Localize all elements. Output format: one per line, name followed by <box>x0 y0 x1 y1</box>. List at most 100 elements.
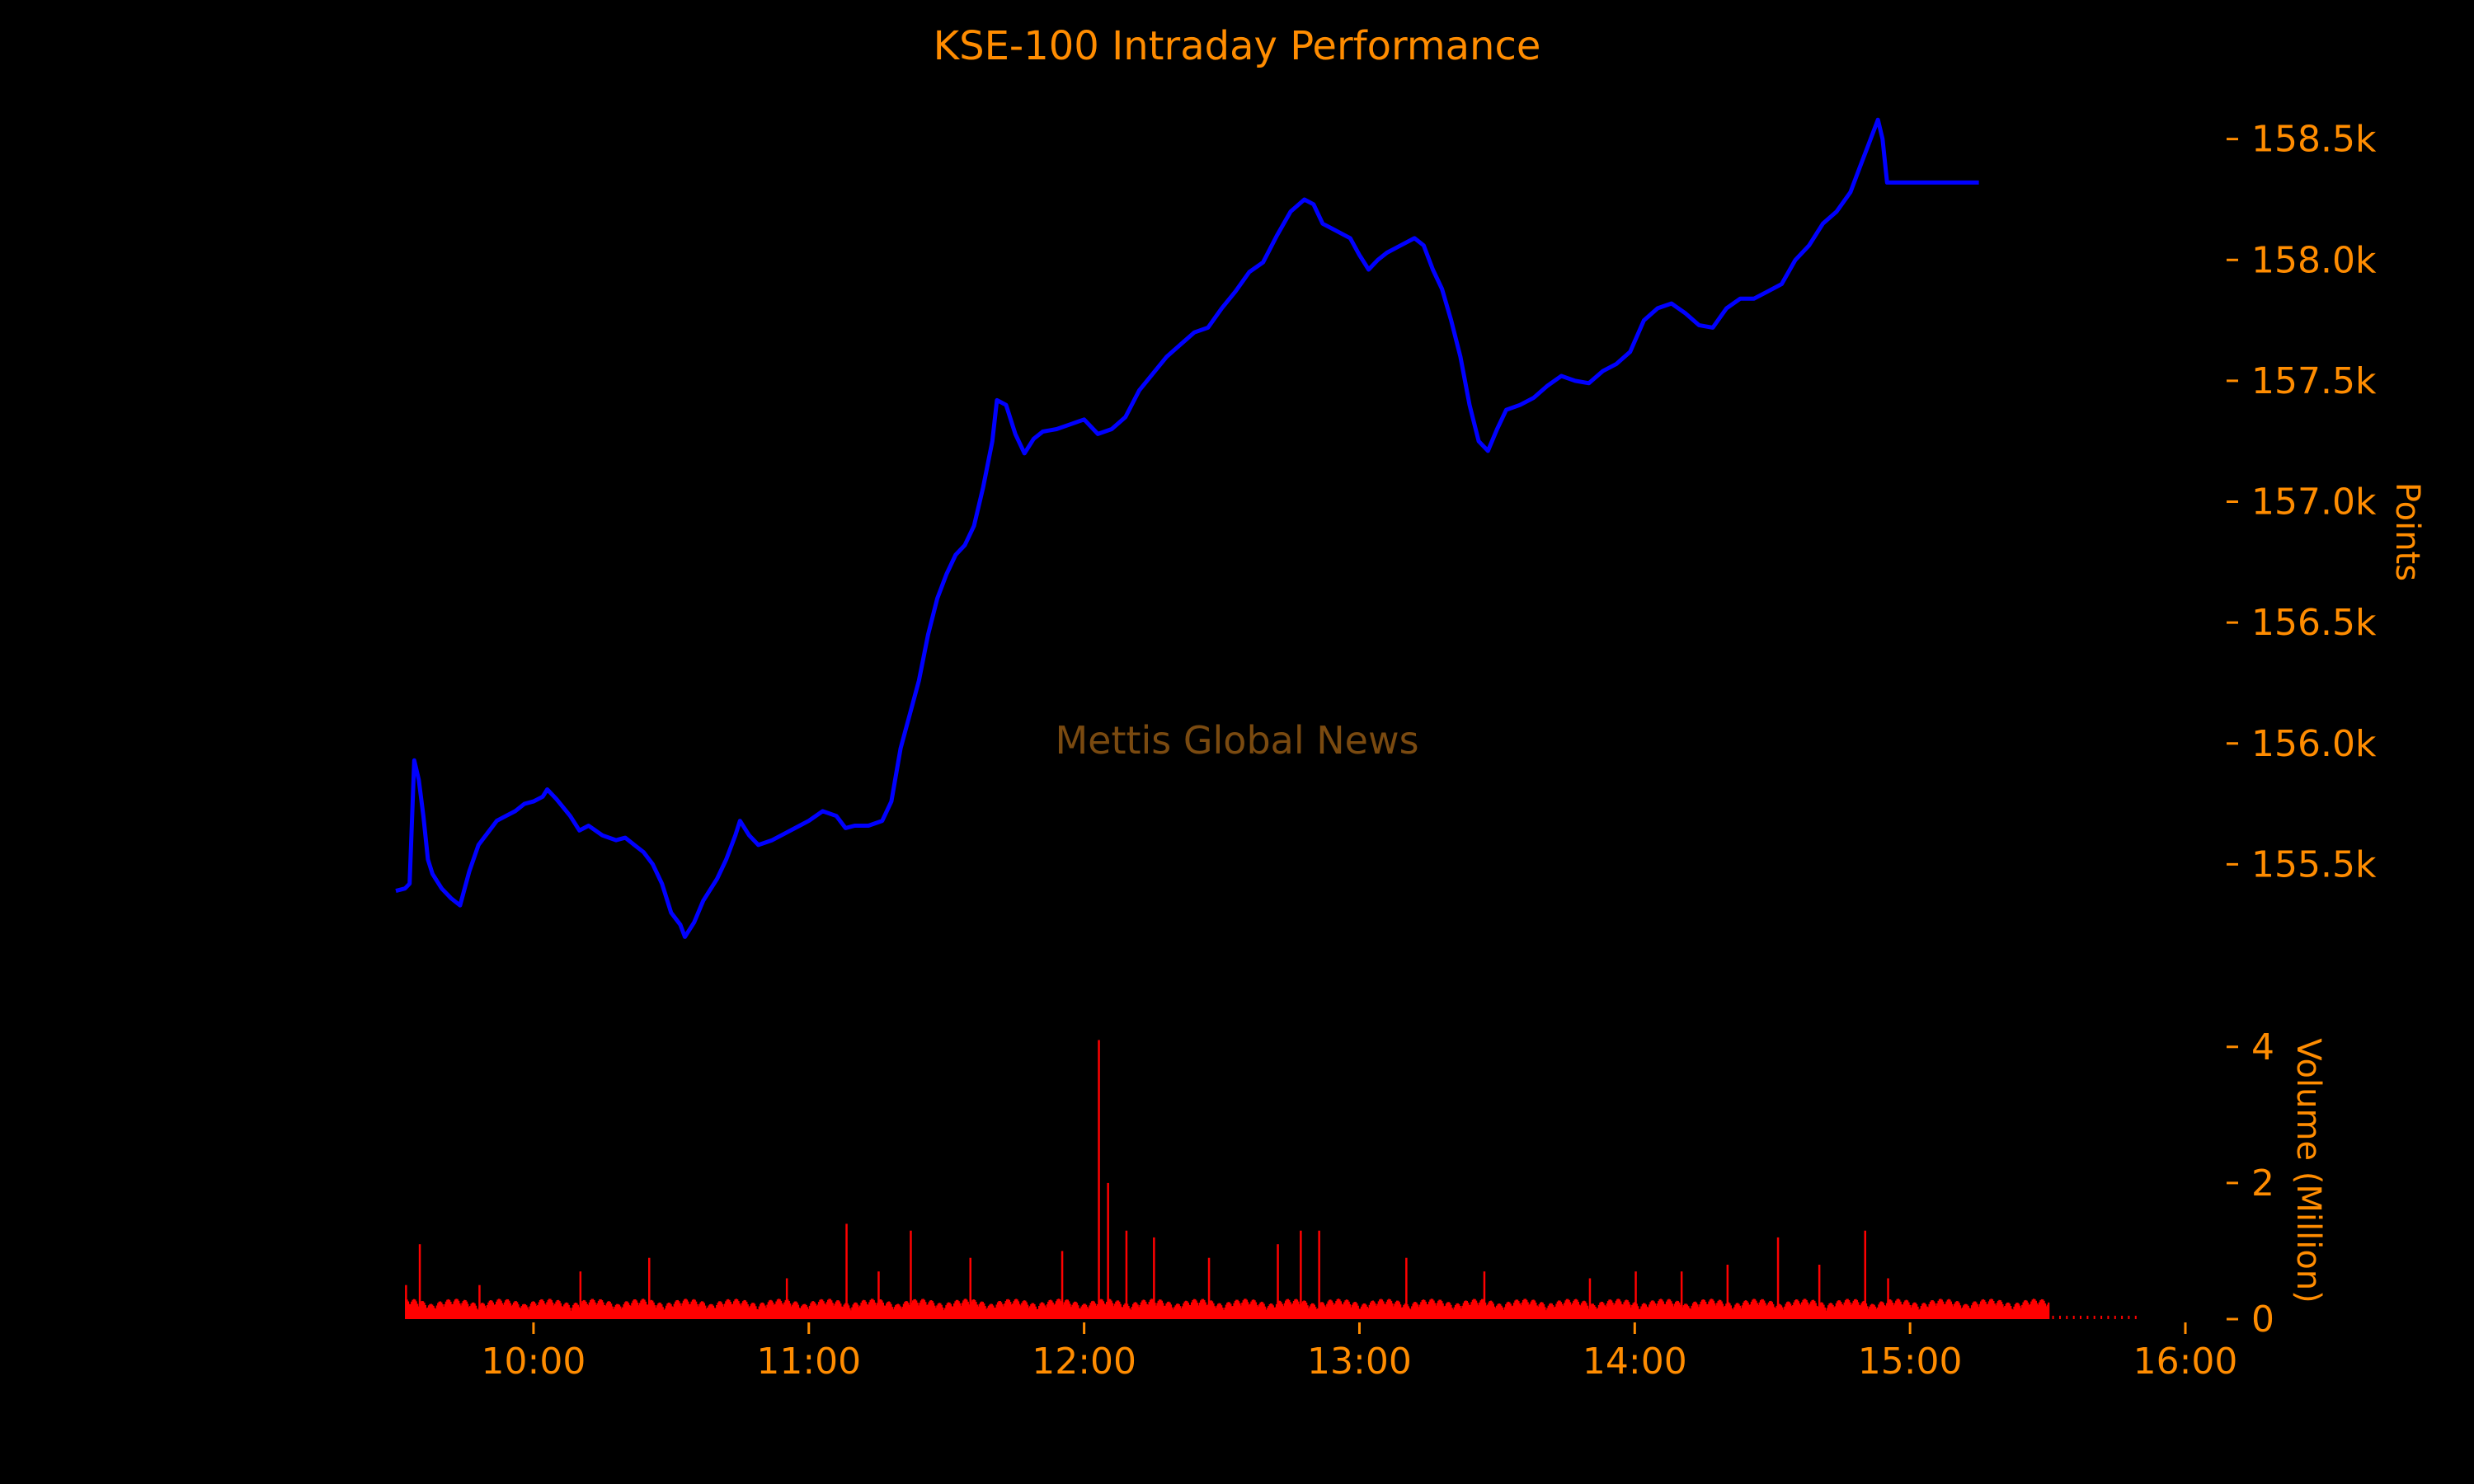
volume-bar <box>1931 1300 1934 1319</box>
volume-bar <box>1143 1300 1146 1319</box>
volume-bar <box>1555 1303 1558 1319</box>
volume-bar <box>1706 1303 1710 1319</box>
volume-bar <box>863 1300 866 1319</box>
volume-bar <box>590 1298 593 1319</box>
volume-bar <box>823 1303 826 1319</box>
volume-bar <box>1272 1305 1274 1319</box>
volume-bar <box>1234 1300 1236 1319</box>
volume-bar <box>1722 1303 1724 1319</box>
x-tick-label: 15:00 <box>1858 1341 1963 1383</box>
volume-bar <box>1655 1305 1658 1319</box>
volume-bar <box>2114 1315 2116 1319</box>
volume-bar <box>687 1301 689 1319</box>
volume-bar <box>1957 1301 1959 1319</box>
volume-bar <box>840 1303 842 1319</box>
volume-bar <box>1443 1306 1446 1319</box>
volume-bar <box>1109 1298 1112 1319</box>
volume-bar <box>1972 1303 1974 1319</box>
volume-bar <box>1460 1308 1463 1319</box>
volume-bar <box>976 1304 979 1319</box>
volume-bar <box>1814 1303 1817 1319</box>
volume-bar <box>491 1300 493 1319</box>
volume-bar <box>972 1299 975 1319</box>
volume-bar <box>1030 1303 1032 1319</box>
volume-bar <box>1054 1303 1056 1319</box>
volume-bar <box>1522 1300 1525 1319</box>
volume-bar <box>1585 1303 1587 1319</box>
volume-bar <box>1016 1299 1018 1319</box>
volume-spike <box>1098 1040 1100 1319</box>
volume-bar <box>569 1308 571 1319</box>
volume-bar <box>1975 1302 1978 1319</box>
volume-bar <box>1612 1305 1616 1319</box>
volume-bar <box>1882 1303 1884 1319</box>
volume-bar <box>876 1303 878 1319</box>
volume-bar <box>452 1303 454 1319</box>
volume-bar <box>694 1299 696 1319</box>
volume-bar <box>1383 1303 1385 1319</box>
volume-bar <box>492 1302 494 1319</box>
volume-bar <box>1973 1301 1975 1319</box>
volume-bar <box>1649 1304 1651 1319</box>
chart-title: KSE-100 Intraday Performance <box>934 23 1541 69</box>
volume-bar <box>1465 1300 1467 1319</box>
volume-bar <box>550 1300 553 1319</box>
volume-bar <box>1746 1300 1748 1319</box>
volume-bar <box>1138 1307 1141 1319</box>
volume-bar <box>522 1304 524 1319</box>
volume-bar <box>443 1307 445 1319</box>
volume-bar <box>1244 1298 1247 1319</box>
volume-bar <box>424 1305 426 1319</box>
volume-bar <box>1529 1303 1531 1319</box>
volume-bar <box>547 1299 549 1319</box>
volume-bar <box>439 1301 442 1319</box>
volume-bar <box>822 1301 825 1319</box>
volume-bar <box>1714 1303 1716 1319</box>
volume-bar <box>1812 1299 1815 1319</box>
volume-bar <box>1609 1299 1611 1319</box>
volume-bar <box>1766 1304 1769 1319</box>
volume-bar <box>1015 1298 1018 1319</box>
volume-bar <box>462 1301 464 1319</box>
volume-bar <box>1390 1300 1393 1319</box>
volume-bar <box>1863 1300 1865 1319</box>
volume-bar <box>948 1303 951 1319</box>
volume-bar <box>625 1301 628 1319</box>
volume-bar <box>1414 1302 1417 1319</box>
volume-bar <box>1321 1302 1324 1319</box>
volume-bar <box>417 1306 420 1319</box>
volume-bar <box>1151 1298 1154 1319</box>
volume-bar <box>1045 1307 1047 1319</box>
volume-bar <box>811 1301 815 1319</box>
volume-bar <box>1275 1303 1278 1319</box>
volume-bar <box>833 1305 835 1319</box>
volume-bar <box>1327 1301 1329 1319</box>
volume-bar <box>1732 1309 1734 1319</box>
volume-bar <box>1468 1304 1470 1319</box>
volume-bar <box>1620 1301 1622 1319</box>
volume-bar <box>1676 1300 1678 1319</box>
volume-bar <box>701 1301 703 1319</box>
volume-bar <box>1955 1301 1958 1319</box>
volume-bar <box>691 1299 694 1319</box>
volume-bar <box>1650 1300 1653 1319</box>
volume-bar <box>2029 1303 2031 1319</box>
volume-bar <box>581 1301 584 1319</box>
volume-bar <box>1155 1305 1158 1319</box>
volume-bar <box>2001 1303 2004 1319</box>
volume-bar <box>1801 1302 1804 1319</box>
volume-bar <box>1244 1298 1246 1319</box>
volume-bar <box>948 1302 950 1319</box>
volume-bar <box>1787 1301 1790 1319</box>
volume-bar <box>1937 1300 1940 1319</box>
volume-bar <box>930 1300 933 1319</box>
volume-bar <box>1615 1300 1617 1319</box>
volume-bar <box>1194 1298 1197 1319</box>
volume-bar <box>1696 1302 1698 1319</box>
volume-bar <box>655 1308 657 1319</box>
volume-tick-label: 0 <box>2251 1298 2274 1341</box>
volume-bar <box>1640 1306 1643 1319</box>
volume-bar <box>901 1308 903 1319</box>
volume-bar <box>1928 1303 1931 1319</box>
volume-bar <box>1606 1301 1610 1319</box>
